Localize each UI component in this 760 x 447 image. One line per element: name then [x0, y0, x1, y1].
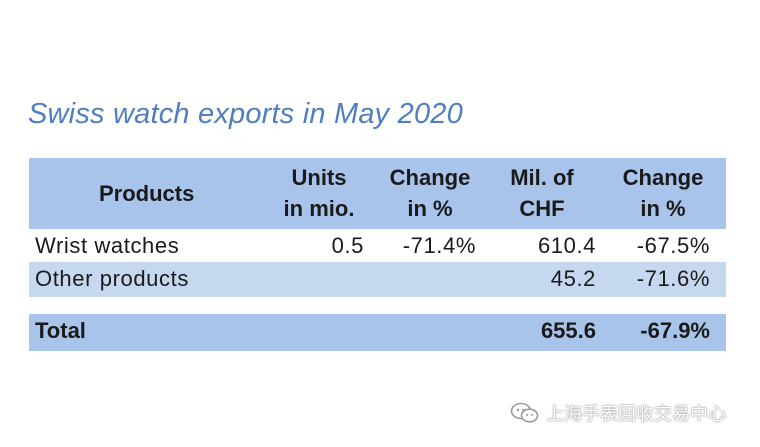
header-change-value: Change in %: [603, 162, 723, 224]
row-change-value: -71.6%: [636, 266, 710, 291]
page-title: Swiss watch exports in May 2020: [28, 98, 463, 130]
total-row: Total 655.6 -67.9%: [29, 314, 726, 351]
header-change-units: Change in %: [370, 162, 490, 224]
total-value: 655.6: [540, 318, 596, 343]
row-change-units: -71.4%: [402, 233, 476, 258]
watermark-text: 上海手表回收交易中心: [546, 404, 726, 425]
row-change-value: -67.5%: [636, 233, 710, 258]
watermark: 上海手表回收交易中心: [510, 400, 726, 426]
header-units-line1: Units: [291, 165, 347, 190]
header-units-line2: in mio.: [283, 196, 355, 221]
row-units: 0.5: [331, 233, 364, 258]
table-row: Wrist watches 0.5 -71.4% 610.4 -67.5%: [29, 229, 726, 262]
header-units: Units in mio.: [259, 162, 379, 224]
wechat-icon: [510, 402, 539, 423]
total-label: Total: [35, 318, 86, 343]
row-spacer: [29, 297, 726, 314]
header-value: Mil. of CHF: [482, 162, 602, 224]
header-change-value-line2: in %: [640, 196, 686, 221]
header-value-line2: CHF: [519, 196, 565, 221]
header-products: Products: [99, 181, 195, 206]
total-change-value: -67.9%: [640, 318, 710, 343]
exports-table: Products Units in mio. Change in % Mil. …: [29, 158, 726, 351]
table-header-row: Products Units in mio. Change in % Mil. …: [29, 158, 726, 229]
row-value: 610.4: [537, 233, 596, 258]
row-value: 45.2: [550, 266, 596, 291]
header-change-units-line1: Change: [389, 165, 471, 190]
header-value-line1: Mil. of: [510, 165, 574, 190]
row-product: Wrist watches: [35, 233, 180, 258]
header-change-units-line2: in %: [407, 196, 453, 221]
table-row: Other products 45.2 -71.6%: [29, 262, 726, 297]
row-product: Other products: [35, 266, 189, 291]
header-change-value-line1: Change: [622, 165, 704, 190]
